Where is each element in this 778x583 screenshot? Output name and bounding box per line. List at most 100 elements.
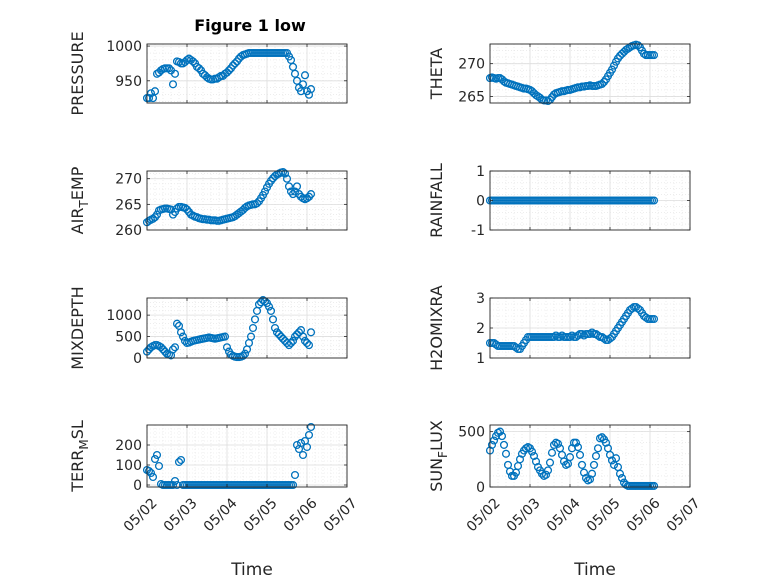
axes-background xyxy=(147,425,347,487)
y-tick-label: 950 xyxy=(115,74,142,90)
y-label-main: TERR xyxy=(68,450,87,493)
y-label-main: SUN xyxy=(427,458,446,492)
y-tick-label: 260 xyxy=(115,223,142,239)
data-point xyxy=(549,332,559,342)
y-tick-label: 0 xyxy=(133,478,142,494)
y-label-main: THETA xyxy=(427,48,446,100)
data-point xyxy=(174,457,184,467)
data-point xyxy=(174,57,184,67)
data-point xyxy=(607,456,617,465)
data-point xyxy=(214,73,224,82)
data-point xyxy=(272,328,282,337)
data-point xyxy=(164,64,174,73)
data-point xyxy=(298,80,308,89)
y-label-subscript: F xyxy=(436,451,450,458)
subplot-2: 265 270 THETA xyxy=(427,40,691,106)
data-point xyxy=(270,323,280,333)
data-point xyxy=(180,203,190,212)
data-point xyxy=(292,440,302,450)
data-point xyxy=(156,343,166,352)
y-tick-label: 1000 xyxy=(106,39,142,55)
data-point xyxy=(515,455,525,464)
axes-frame xyxy=(489,424,691,488)
data-point xyxy=(256,298,266,307)
data-point xyxy=(150,454,160,464)
data-point xyxy=(565,453,575,462)
data-point xyxy=(649,481,659,490)
data-point xyxy=(489,436,499,445)
data-series xyxy=(486,40,659,106)
figure-title: Figure 1 low xyxy=(194,16,306,35)
y-label-tail: EMP xyxy=(68,166,87,200)
data-point xyxy=(501,449,511,458)
y-label-tail: LUX xyxy=(427,420,446,451)
data-point xyxy=(527,447,537,456)
data-point xyxy=(148,214,158,223)
data-point xyxy=(176,328,186,337)
data-point xyxy=(300,71,310,80)
y-tick-label: 500 xyxy=(458,425,485,441)
data-point xyxy=(597,79,607,89)
axes-background xyxy=(490,44,690,103)
data-point xyxy=(288,480,298,490)
y-tick-label: -1 xyxy=(471,223,485,239)
data-point xyxy=(591,451,601,461)
y-tick-label: 500 xyxy=(115,330,142,346)
data-point xyxy=(545,458,555,467)
data-point xyxy=(290,69,300,78)
axes-background xyxy=(147,171,347,230)
data-point xyxy=(302,338,312,348)
data-point xyxy=(541,470,551,479)
data-point xyxy=(274,330,284,339)
data-point xyxy=(649,51,659,60)
data-point xyxy=(565,332,575,342)
data-point xyxy=(537,469,547,478)
data-point xyxy=(633,304,643,313)
data-point xyxy=(154,461,164,471)
data-series xyxy=(143,422,316,490)
data-point xyxy=(144,466,154,476)
data-point xyxy=(150,87,160,96)
data-point xyxy=(615,469,625,478)
subplot-6: 1 2 3 H2OMIXRA xyxy=(427,285,691,371)
data-point xyxy=(284,341,294,350)
y-tick-label: 1 xyxy=(476,164,485,180)
y-label-tail: SL xyxy=(68,420,87,439)
x-axis-label: Time xyxy=(230,560,273,580)
data-point xyxy=(176,455,186,465)
data-series xyxy=(486,196,659,205)
data-point xyxy=(302,194,312,203)
data-point xyxy=(228,61,238,70)
data-point xyxy=(605,334,615,343)
data-point xyxy=(543,466,553,475)
data-point xyxy=(573,331,583,340)
y-tick-label: 265 xyxy=(115,197,142,213)
data-point xyxy=(617,474,627,483)
data-point xyxy=(587,469,597,478)
data-point xyxy=(144,94,154,103)
data-point xyxy=(298,450,308,460)
data-point xyxy=(505,467,515,476)
data-point xyxy=(589,460,599,469)
data-point xyxy=(306,190,316,199)
y-tick-label: 0 xyxy=(133,351,142,367)
data-point xyxy=(194,64,204,73)
data-point xyxy=(222,68,232,77)
data-point xyxy=(290,187,300,196)
data-point xyxy=(567,331,577,340)
data-point xyxy=(571,438,581,447)
data-point xyxy=(573,443,583,452)
data-point xyxy=(290,470,300,480)
data-point xyxy=(487,440,497,449)
data-point xyxy=(555,332,565,342)
data-point xyxy=(529,451,539,461)
data-point xyxy=(292,182,302,191)
axes-frame xyxy=(146,43,348,104)
data-point xyxy=(286,338,296,348)
data-point xyxy=(266,306,276,315)
data-point xyxy=(531,91,541,100)
data-point xyxy=(306,328,316,337)
data-point xyxy=(579,468,589,477)
y-tick-label: 270 xyxy=(115,172,142,188)
